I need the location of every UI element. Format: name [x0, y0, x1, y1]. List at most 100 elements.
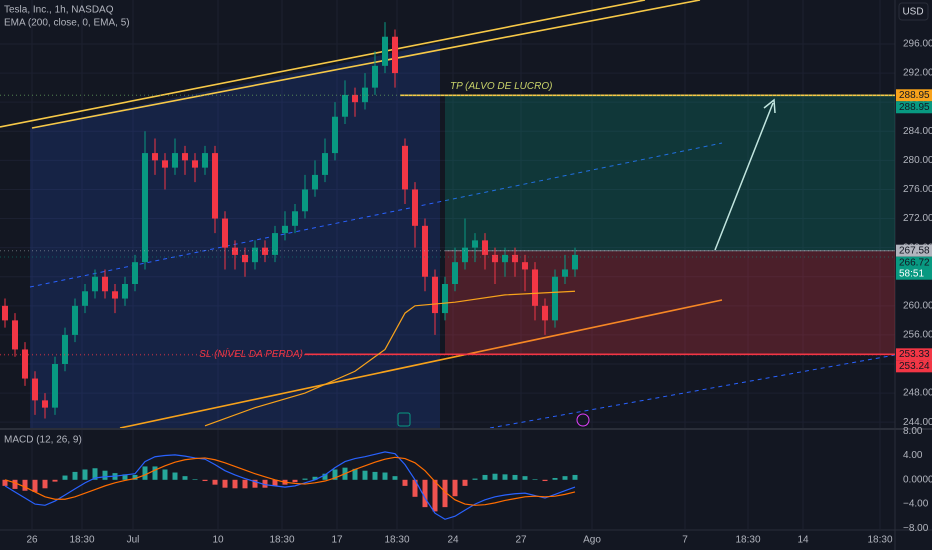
candle-body: [482, 240, 488, 255]
histogram-bar: [572, 474, 578, 480]
histogram-bar: [492, 473, 498, 480]
histogram-bar: [192, 479, 198, 480]
candle-body: [112, 291, 118, 299]
currency[interactable]: USD: [902, 7, 923, 18]
histogram-bar: [312, 476, 318, 480]
macd-tick-label: 4.00: [903, 450, 923, 461]
candle-body: [242, 254, 248, 263]
candle-body: [462, 247, 468, 263]
x-tick-label: 14: [797, 535, 809, 546]
ema-line: [204, 290, 576, 427]
x-tick-label: 18:30: [735, 535, 760, 546]
x-tick-label: 17: [331, 535, 343, 546]
sl-label: SL (NÍVEL DA PERDA): [199, 347, 303, 360]
candle-body: [402, 145, 408, 190]
candle-body: [222, 218, 228, 248]
candle-body: [272, 233, 278, 255]
candle-body: [532, 269, 538, 306]
currency-button[interactable]: [898, 2, 929, 21]
macd-line: [4, 451, 576, 520]
candle-body: [382, 36, 388, 66]
candle-body: [182, 153, 188, 161]
histogram-bar: [142, 466, 148, 480]
histogram-bar: [72, 471, 78, 480]
macd-tick-label: 8.00: [903, 426, 923, 437]
x-tick-label: 27: [515, 535, 527, 546]
histogram-bar: [102, 470, 108, 480]
histogram-bar: [512, 474, 518, 480]
candle-body: [42, 400, 48, 408]
candle-body: [302, 189, 308, 212]
candle-body: [172, 153, 178, 168]
candle-body: [342, 94, 348, 117]
event-icon[interactable]: [576, 413, 590, 427]
histogram-bar: [292, 479, 298, 483]
symbol-title: Tesla, Inc., 1h, NASDAQ: [4, 5, 114, 16]
y-tick-label: 284.00: [903, 126, 932, 137]
candle-body: [552, 276, 558, 321]
histogram-bar: [542, 479, 548, 482]
y-tick-label: 296.00: [903, 39, 932, 50]
candle-body: [492, 254, 498, 263]
histogram-bar: [202, 479, 208, 482]
histogram-bar: [2, 479, 8, 486]
candle-body: [442, 284, 448, 314]
price-label-bg: [896, 89, 932, 102]
candle-body: [502, 254, 508, 263]
histogram-bar: [12, 479, 18, 489]
candle-body: [62, 334, 68, 364]
histogram-bar: [92, 468, 98, 480]
y-tick-label: 260.00: [903, 300, 932, 311]
candle-body: [132, 262, 138, 284]
histogram-bar: [452, 479, 458, 497]
profit-zone: [445, 95, 895, 251]
candle-body: [432, 276, 438, 314]
histogram-bar: [122, 474, 128, 480]
x-tick-label: 24: [447, 535, 459, 546]
price-label-bg: [896, 256, 932, 269]
trend-line: [31, 0, 701, 129]
histogram-bar: [442, 479, 448, 508]
candle-body: [512, 254, 518, 263]
histogram-bar: [162, 469, 168, 480]
x-tick-label: 26: [26, 535, 38, 546]
countdown: 58:51: [899, 268, 924, 279]
histogram-bar: [402, 479, 408, 486]
histogram-bar: [502, 474, 508, 480]
candle-body: [422, 225, 428, 277]
mid-line: [29, 142, 723, 288]
candle-body: [452, 262, 458, 284]
candle-body: [122, 284, 128, 299]
candle-body: [22, 349, 28, 379]
tp-label: TP (ALVO DE LUCRO): [450, 81, 552, 92]
x-tick-label: Jul: [127, 535, 140, 546]
price-label: 266.72: [899, 257, 930, 268]
candle-body: [192, 160, 198, 168]
countdown-bg: [896, 267, 932, 280]
x-tick-label: 18:30: [384, 535, 409, 546]
candle-body: [472, 240, 478, 248]
histogram-bar: [132, 474, 138, 480]
candle-body: [102, 276, 108, 292]
histogram-bar: [272, 479, 278, 486]
histogram-bar: [362, 470, 368, 480]
candle-body: [92, 276, 98, 292]
candle-body: [542, 305, 548, 321]
candle-body: [162, 160, 168, 168]
candle-body: [292, 211, 298, 226]
histogram-bar: [22, 479, 28, 491]
histogram-bar: [82, 469, 88, 480]
x-tick-label: 7: [682, 535, 688, 546]
histogram-bar: [352, 468, 358, 480]
histogram-bar: [472, 478, 478, 480]
price-label: 253.33: [899, 349, 930, 360]
histogram-bar: [252, 479, 258, 488]
histogram-bar: [322, 473, 328, 480]
candle-body: [392, 36, 398, 74]
histogram-bar: [222, 479, 228, 488]
histogram-bar: [332, 469, 338, 480]
earnings-icon[interactable]: [397, 412, 411, 427]
indicator-title: EMA (200, close, 0, EMA, 5): [4, 18, 130, 29]
